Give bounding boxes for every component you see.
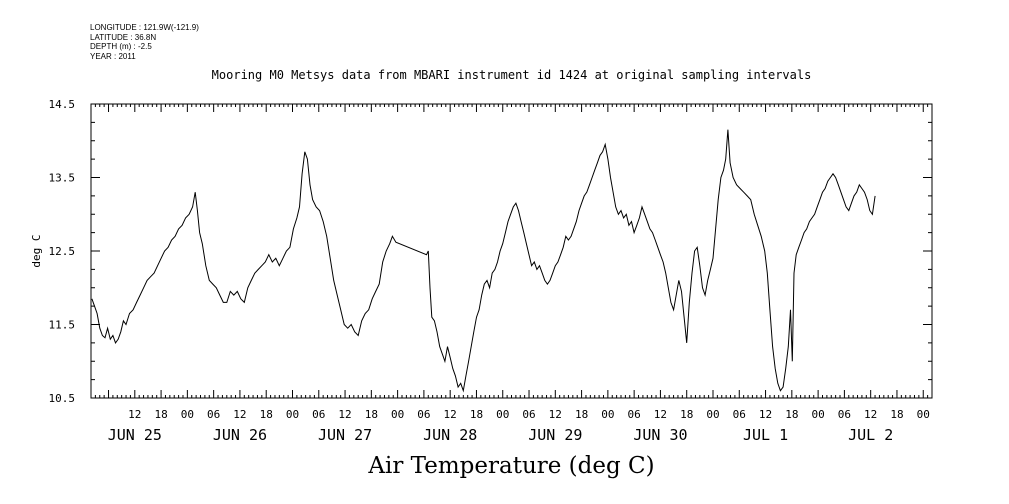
x-tick-label: 06 <box>733 408 746 421</box>
x-tick-label: 18 <box>680 408 693 421</box>
x-tick-label: 00 <box>181 408 194 421</box>
y-tick-label: 12.5 <box>49 245 76 258</box>
y-tick-label: 13.5 <box>49 172 76 185</box>
x-tick-label: 12 <box>864 408 877 421</box>
year-label: YEAR : 2011 <box>90 51 136 61</box>
latitude-label: LATITUDE : 36.8N <box>90 32 157 42</box>
x-tick-label: 12 <box>338 408 351 421</box>
x-tick-label: 12 <box>128 408 141 421</box>
x-day-label: JUL 2 <box>848 426 893 444</box>
x-day-label: JUL 1 <box>743 426 788 444</box>
x-tick-label: 18 <box>890 408 903 421</box>
y-tick-label: 11.5 <box>49 319 76 332</box>
y-axis-label: deg C <box>30 234 43 267</box>
series-layer <box>91 129 876 393</box>
x-axis-label: Air Temperature (deg C) <box>368 453 655 479</box>
x-tick-label: 00 <box>601 408 614 421</box>
series-line-0 <box>91 129 876 393</box>
x-tick-label: 06 <box>628 408 641 421</box>
x-tick-label: 06 <box>207 408 220 421</box>
x-tick-label: 18 <box>785 408 798 421</box>
x-day-label: JUN 25 <box>108 426 162 444</box>
x-tick-label: 06 <box>417 408 430 421</box>
x-tick-label: 18 <box>260 408 273 421</box>
x-tick-label: 00 <box>496 408 509 421</box>
plot-frame <box>90 103 933 399</box>
x-tick-label: 00 <box>286 408 299 421</box>
x-tick-label: 12 <box>654 408 667 421</box>
depth-label: DEPTH (m) : -2.5 <box>90 42 152 52</box>
x-tick-label: 18 <box>154 408 167 421</box>
x-tick-label: 12 <box>549 408 562 421</box>
x-day-label: JUN 29 <box>528 426 582 444</box>
x-tick-label: 12 <box>444 408 457 421</box>
x-tick-label: 00 <box>391 408 404 421</box>
x-axis: 12 18 00 06 12 18 00 06 12 18 00 06 12 18 00 06 12 18 00 06… <box>94 104 930 444</box>
y-axis: 10.5 11.5 12.5 13.5 14.5 <box>49 98 932 405</box>
y-tick-label: 14.5 <box>49 98 76 111</box>
x-tick-label: 00 <box>811 408 824 421</box>
x-tick-label: 12 <box>233 408 246 421</box>
x-tick-label: 00 <box>917 408 930 421</box>
plot-border <box>90 103 933 399</box>
x-tick-label: 06 <box>312 408 325 421</box>
x-tick-label: 00 <box>706 408 719 421</box>
x-tick-label: 18 <box>365 408 378 421</box>
chart-title: Mooring M0 Metsys data from MBARI instru… <box>211 68 812 82</box>
x-day-label: JUN 26 <box>213 426 267 444</box>
x-day-label: JUN 30 <box>633 426 687 444</box>
x-tick-label: 18 <box>470 408 483 421</box>
x-day-label: JUN 28 <box>423 426 477 444</box>
x-day-label: JUN 27 <box>318 426 372 444</box>
x-tick-label: 06 <box>522 408 535 421</box>
x-tick-label: 18 <box>575 408 588 421</box>
y-tick-label: 10.5 <box>49 392 76 405</box>
longitude-label: LONGITUDE : 121.9W(-121.9) <box>90 23 199 32</box>
x-tick-label: 12 <box>759 408 772 421</box>
metadata-block: LONGITUDE : 121.9W(-121.9) LATITUDE : 36… <box>90 23 199 61</box>
x-tick-label: 06 <box>838 408 851 421</box>
